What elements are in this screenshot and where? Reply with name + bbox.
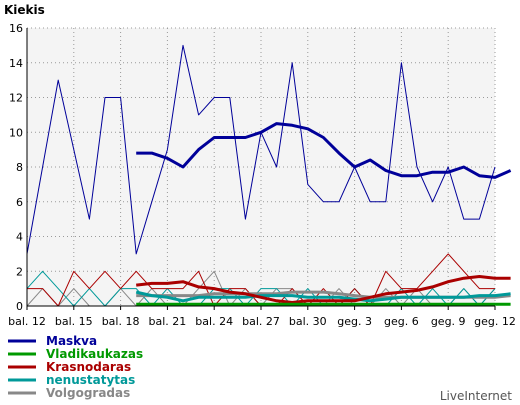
legend-label-vladikaukazas: Vladikaukazas — [46, 347, 143, 361]
x-tick-label: geg. 12 — [474, 315, 516, 328]
brand-label: LiveInternet — [440, 389, 512, 403]
x-tick-label: bal. 27 — [242, 315, 280, 328]
legend-label-maskva: Maskva — [46, 334, 97, 348]
x-axis-ticks: bal. 12 bal. 15 bal. 18 bal. 21 bal. 24 bal. … — [8, 315, 516, 328]
y-tick-label: 8 — [16, 161, 23, 174]
x-tick-label: geg. 3 — [337, 315, 372, 328]
y-tick-label: 0 — [16, 300, 23, 313]
x-tick-label: bal. 15 — [55, 315, 93, 328]
y-tick-label: 2 — [16, 265, 23, 278]
y-tick-label: 12 — [9, 92, 23, 105]
x-tick-label: bal. 12 — [8, 315, 46, 328]
y-tick-label: 10 — [9, 126, 23, 139]
x-tick-label: bal. 24 — [195, 315, 233, 328]
y-tick-label: 4 — [16, 231, 23, 244]
legend: MaskvaVladikaukazasKrasnodarasnenustatyt… — [8, 334, 143, 400]
legend-label-krasnodaras: Krasnodaras — [46, 360, 131, 374]
legend-label-volgogradas: Volgogradas — [46, 386, 130, 400]
chart-title: Kiekis — [4, 3, 45, 17]
x-tick-label: bal. 21 — [149, 315, 187, 328]
y-tick-label: 14 — [9, 57, 23, 70]
x-tick-label: geg. 6 — [384, 315, 419, 328]
x-tick-label: bal. 30 — [289, 315, 327, 328]
x-tick-label: bal. 18 — [102, 315, 140, 328]
y-tick-label: 16 — [9, 22, 23, 35]
axes — [26, 28, 496, 310]
x-tick-label: geg. 9 — [431, 315, 466, 328]
krasnodaras-average-line — [136, 275, 511, 304]
legend-label-nenustatytas: nenustatytas — [46, 373, 135, 387]
nenustatytas-average-line — [135, 290, 511, 303]
y-axis-ticks: 0 2 4 6 8 10 12 14 16 — [9, 22, 23, 313]
y-tick-label: 6 — [16, 196, 23, 209]
maskva-average-line — [136, 122, 512, 179]
